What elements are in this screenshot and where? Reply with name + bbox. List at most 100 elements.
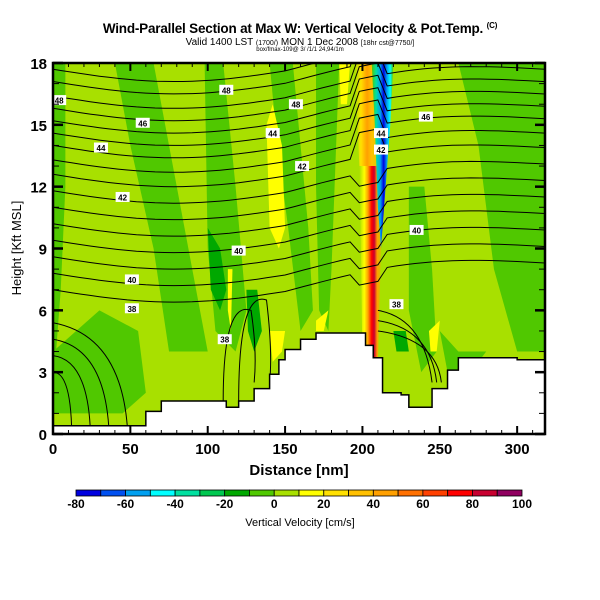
field-yellow xyxy=(428,320,440,352)
contour-label: 42 xyxy=(295,161,310,172)
theta-contour xyxy=(53,63,545,109)
colorbar-swatch xyxy=(323,489,349,497)
field-band xyxy=(316,63,340,331)
contour-labels: 48 48 48 46 44 44 46 44 42 42 42 40 40 40 38 38 38 xyxy=(52,84,433,345)
contour-label-text: 40 xyxy=(127,276,136,285)
colorbar-swatch xyxy=(496,489,523,497)
contour-label: 44 xyxy=(265,128,280,139)
contour-label-text: 42 xyxy=(118,193,127,202)
colorbar-swatch xyxy=(447,489,473,497)
contour-label-bg xyxy=(374,128,388,139)
theta-contour xyxy=(377,309,433,383)
x-tick-label: 0 xyxy=(49,441,57,458)
contour-label-text: 42 xyxy=(298,163,307,172)
theta-contour xyxy=(377,320,438,383)
colorbar-tick-label: 20 xyxy=(317,497,331,511)
colorbar-swatch xyxy=(273,489,300,497)
colorbar-tick-labels: -80 -60 -40 -20 0 20 40 60 80 100 xyxy=(67,497,532,511)
theta-contour xyxy=(53,113,545,173)
subtitle-valid: Valid 1400 LST xyxy=(185,37,254,48)
colorbar-tick-label: -80 xyxy=(67,497,85,511)
theta-contour xyxy=(222,308,256,402)
colorbar-label: Vertical Velocity [cm/s] xyxy=(245,517,355,529)
downdraft-core xyxy=(371,63,394,249)
colorbar xyxy=(75,489,523,497)
x-tick-label: 100 xyxy=(195,441,220,458)
terrain xyxy=(53,332,545,434)
x-tick-label: 50 xyxy=(122,441,139,458)
subtitle-utc: (1700/) xyxy=(255,40,279,47)
contour-label-bg xyxy=(389,299,404,310)
field-yellow xyxy=(316,310,329,331)
theta-contour xyxy=(53,338,110,426)
x-tick-label: 200 xyxy=(350,441,375,458)
colorbar-swatch xyxy=(372,489,399,497)
field-band-dark xyxy=(246,289,262,352)
subtitle-date: MON 1 Dec 2008 xyxy=(280,37,359,48)
theta-contour xyxy=(53,177,545,221)
contour-label-bg xyxy=(135,117,150,128)
theta-contour xyxy=(53,87,545,146)
theta-contour xyxy=(53,99,545,159)
field-yellow xyxy=(227,269,233,331)
y-tick-labels: 0 3 6 9 12 15 18 xyxy=(30,56,47,444)
contour-label: 46 xyxy=(418,111,433,122)
colorbar-swatch xyxy=(422,489,449,497)
colorbar-tick-label: 40 xyxy=(367,497,381,511)
contour-label: 44 xyxy=(93,142,108,153)
colorbar-tick-label: 100 xyxy=(512,497,532,511)
contour-label: 40 xyxy=(231,245,246,256)
y-tick-label: 0 xyxy=(39,427,47,444)
contour-label-bg xyxy=(374,144,388,155)
contour-label-text: 44 xyxy=(377,130,386,139)
field-yellow xyxy=(269,330,286,362)
subtitle-run: [18hr cst@7750/] xyxy=(360,40,415,47)
contour-label: 42 xyxy=(374,144,388,155)
colorbar-swatch xyxy=(75,489,102,497)
contour-label: 38 xyxy=(389,299,404,310)
x-tick-label: 150 xyxy=(273,441,298,458)
y-tick-label: 12 xyxy=(30,180,47,197)
theta-contour xyxy=(53,355,91,426)
colorbar-swatch xyxy=(348,489,374,497)
colorbar-swatch xyxy=(249,489,275,497)
contour-label-text: 46 xyxy=(421,113,430,122)
theta-contour xyxy=(53,74,545,134)
contour-label-text: 44 xyxy=(268,130,277,139)
x-tick-label: 300 xyxy=(505,441,530,458)
contour-label-text: 38 xyxy=(220,336,229,345)
field-band xyxy=(269,63,313,331)
contour-label: 48 xyxy=(288,99,303,110)
colorbar-tick-label: 80 xyxy=(466,497,480,511)
colorbar-tick-label: -40 xyxy=(166,497,184,511)
colorbar-swatch xyxy=(472,489,498,497)
theta-contour xyxy=(53,128,545,188)
theta-contour xyxy=(53,63,317,82)
theta-contours xyxy=(53,63,545,426)
contour-label-bg xyxy=(52,95,67,106)
theta-contour xyxy=(53,322,128,426)
contour-label-text: 48 xyxy=(291,101,300,110)
contour-label-text: 42 xyxy=(377,146,386,155)
contour-label-bg xyxy=(409,224,424,235)
theta-contour xyxy=(53,193,545,237)
x-axis-label: Distance [nm] xyxy=(249,462,348,479)
title-text: Wind-Parallel Section at Max W: Vertical… xyxy=(102,21,484,36)
contour-label: 40 xyxy=(124,274,139,285)
field-band xyxy=(114,63,208,352)
contour-label: 38 xyxy=(217,334,232,345)
theta-contour xyxy=(53,226,545,270)
colorbar-tick-label: 60 xyxy=(416,497,430,511)
contour-label-text: 46 xyxy=(138,119,147,128)
contour-label-text: 44 xyxy=(97,144,106,153)
y-tick-label: 18 xyxy=(30,56,47,73)
contour-label-bg xyxy=(93,142,108,153)
contour-label: 40 xyxy=(409,224,424,235)
colorbar-swatch xyxy=(149,489,176,497)
field-band-dark xyxy=(207,227,227,311)
y-tick-label: 6 xyxy=(39,303,47,320)
contour-label-bg xyxy=(231,245,246,256)
contour-label-bg xyxy=(418,111,433,122)
contour-label: 42 xyxy=(115,191,130,202)
contour-label: 38 xyxy=(124,303,139,314)
